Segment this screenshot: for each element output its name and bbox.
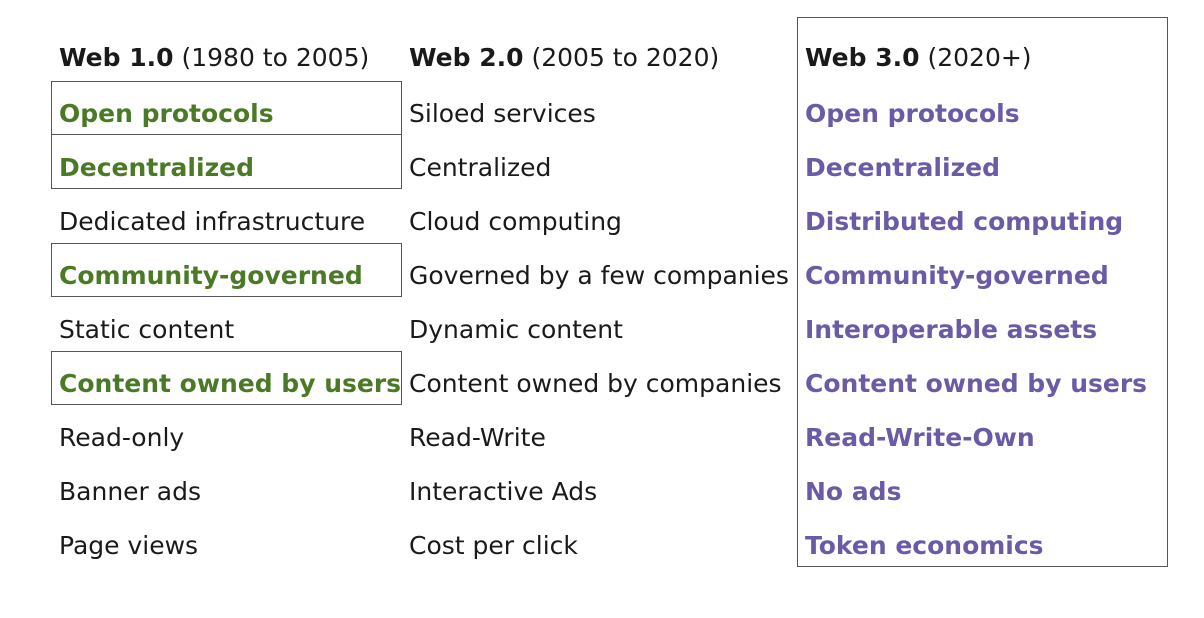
web1-header: Web 1.0 (1980 to 2005) bbox=[59, 31, 369, 85]
web1-item-read-only: Read-only bbox=[59, 423, 185, 452]
web1-item-static-content: Static content bbox=[59, 315, 235, 344]
web2-item-content-owned-by-companies: Content owned by companies bbox=[409, 369, 782, 398]
web2-item-dynamic-content: Dynamic content bbox=[409, 315, 623, 344]
web2-item-read-write: Read-Write bbox=[409, 423, 546, 452]
web1-item-page-views: Page views bbox=[59, 531, 199, 560]
web3-item-community-governed: Community-governed bbox=[805, 261, 1109, 290]
web1-item-banner-ads: Banner ads bbox=[59, 477, 201, 506]
web3-item-distributed-computing: Distributed computing bbox=[805, 207, 1124, 236]
web3-item-token-economics: Token economics bbox=[805, 531, 1044, 560]
web2-title: Web 2.0 bbox=[409, 43, 524, 72]
web1-item-community-governed: Community-governed bbox=[59, 261, 363, 290]
web3-item-content-owned-by-users: Content owned by users bbox=[805, 369, 1148, 398]
web3-title: Web 3.0 bbox=[805, 43, 920, 72]
web3-years: (2020+) bbox=[927, 43, 1032, 72]
web3-item-no-ads: No ads bbox=[805, 477, 902, 506]
web3-item-read-write-own: Read-Write-Own bbox=[805, 423, 1035, 452]
web1-item-decentralized: Decentralized bbox=[59, 153, 254, 182]
web3-item-open-protocols: Open protocols bbox=[805, 99, 1020, 128]
web2-item-cost-per-click: Cost per click bbox=[409, 531, 578, 560]
web2-header: Web 2.0 (2005 to 2020) bbox=[409, 31, 719, 85]
web3-item-interoperable-assets: Interoperable assets bbox=[805, 315, 1098, 344]
web2-item-interactive-ads: Interactive Ads bbox=[409, 477, 598, 506]
web3-header: Web 3.0 (2020+) bbox=[805, 31, 1032, 85]
web1-item-content-owned-by-users: Content owned by users bbox=[59, 369, 402, 398]
web2-item-siloed-services: Siloed services bbox=[409, 99, 596, 128]
web2-years: (2005 to 2020) bbox=[531, 43, 720, 72]
web1-title: Web 1.0 bbox=[59, 43, 174, 72]
web1-item-open-protocols: Open protocols bbox=[59, 99, 274, 128]
web2-item-governed-by-few: Governed by a few companies bbox=[409, 261, 789, 290]
web2-item-centralized: Centralized bbox=[409, 153, 552, 182]
web2-item-cloud-computing: Cloud computing bbox=[409, 207, 622, 236]
web3-item-decentralized: Decentralized bbox=[805, 153, 1000, 182]
web1-years: (1980 to 2005) bbox=[181, 43, 370, 72]
web1-item-dedicated-infrastructure: Dedicated infrastructure bbox=[59, 207, 366, 236]
